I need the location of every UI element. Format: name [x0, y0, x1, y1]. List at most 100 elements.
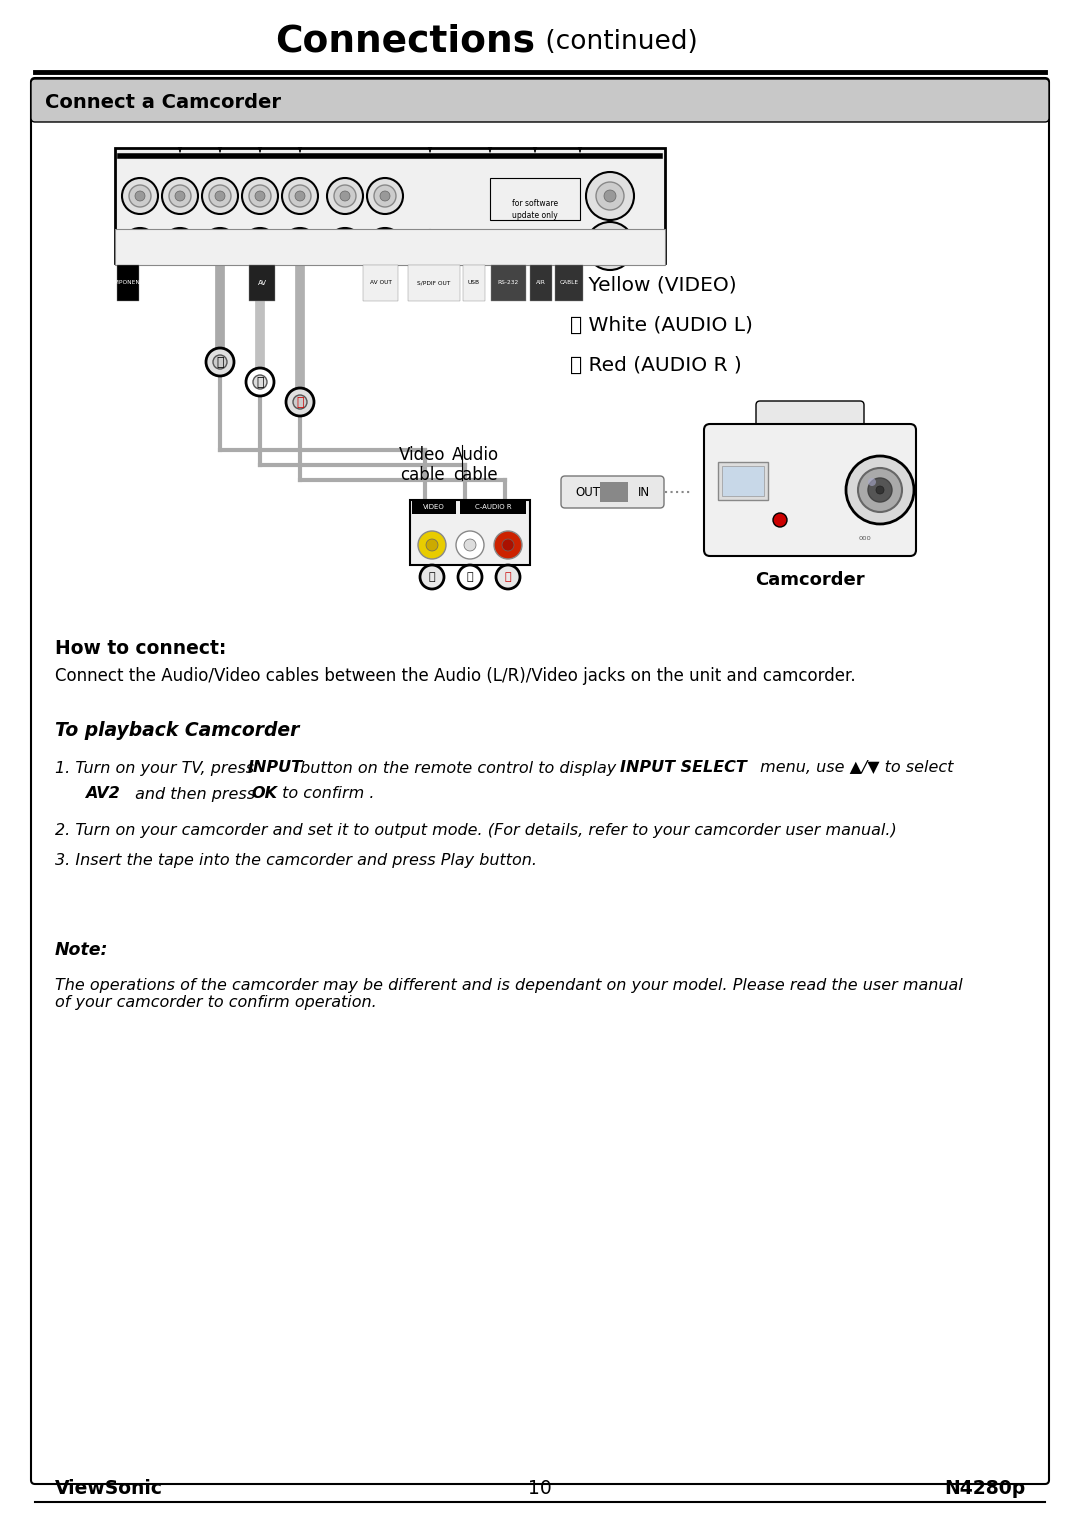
Text: ⓨ: ⓨ — [429, 573, 435, 582]
Circle shape — [210, 185, 231, 208]
Circle shape — [135, 241, 145, 250]
Text: Ⓡ: Ⓡ — [296, 395, 303, 409]
Text: To playback Camcorder: To playback Camcorder — [55, 721, 299, 739]
Circle shape — [428, 244, 432, 247]
Circle shape — [327, 179, 363, 214]
Bar — [363, 266, 399, 301]
Text: AV OUT: AV OUT — [369, 281, 391, 286]
Circle shape — [334, 185, 356, 208]
Bar — [490, 179, 580, 220]
Text: L-AUDIO-R  S-VIDEO: L-AUDIO-R S-VIDEO — [303, 235, 352, 240]
Text: ViewSonic: ViewSonic — [55, 1478, 163, 1498]
Bar — [555, 266, 583, 301]
Bar — [488, 234, 510, 258]
Bar — [491, 266, 526, 301]
Circle shape — [773, 513, 787, 527]
Text: AIR: AIR — [536, 281, 545, 286]
Circle shape — [255, 241, 265, 250]
Text: to confirm .: to confirm . — [276, 786, 375, 802]
Circle shape — [175, 191, 185, 202]
Circle shape — [494, 531, 522, 559]
Circle shape — [596, 182, 624, 211]
Circle shape — [286, 388, 314, 415]
Circle shape — [868, 478, 876, 486]
Text: menu, use ▲/▼ to select: menu, use ▲/▼ to select — [755, 760, 954, 776]
Text: AV: AV — [255, 235, 264, 240]
Circle shape — [215, 241, 225, 250]
Circle shape — [340, 191, 350, 202]
Circle shape — [423, 240, 427, 243]
Text: ⓨ: ⓨ — [216, 356, 224, 368]
Bar — [114, 231, 133, 258]
Circle shape — [162, 179, 198, 214]
Circle shape — [426, 539, 438, 551]
Text: OK: OK — [251, 786, 276, 802]
Circle shape — [129, 185, 151, 208]
Circle shape — [380, 241, 390, 250]
Circle shape — [246, 368, 274, 395]
FancyBboxPatch shape — [561, 476, 664, 508]
Circle shape — [586, 173, 634, 220]
Text: update only: update only — [512, 211, 558, 220]
FancyBboxPatch shape — [31, 79, 1049, 122]
Circle shape — [876, 486, 885, 495]
Circle shape — [242, 179, 278, 214]
Bar — [530, 266, 552, 301]
Circle shape — [202, 228, 238, 264]
Bar — [460, 499, 526, 515]
Circle shape — [380, 191, 390, 202]
Text: RS-232: RS-232 — [498, 281, 519, 286]
Text: and then press: and then press — [130, 786, 260, 802]
Text: The operations of the camcorder may be different and is dependant on your model.: The operations of the camcorder may be d… — [55, 977, 962, 1011]
Circle shape — [327, 228, 363, 264]
Bar — [114, 229, 665, 266]
Circle shape — [289, 185, 311, 208]
Bar — [114, 231, 133, 244]
Circle shape — [135, 191, 145, 202]
Circle shape — [456, 531, 484, 559]
Circle shape — [249, 185, 271, 208]
Text: ⓩ: ⓩ — [467, 573, 473, 582]
Bar — [600, 483, 627, 502]
Text: button on the remote control to display: button on the remote control to display — [295, 760, 621, 776]
Text: ooo: ooo — [859, 534, 872, 541]
Circle shape — [295, 241, 305, 250]
Circle shape — [175, 241, 185, 250]
Text: OUT: OUT — [575, 486, 600, 498]
Text: Camcorder: Camcorder — [755, 571, 865, 589]
Circle shape — [868, 478, 892, 502]
Bar — [117, 266, 139, 301]
Text: AV: AV — [286, 235, 294, 240]
Circle shape — [433, 249, 437, 253]
Circle shape — [215, 191, 225, 202]
Text: VIDEO: VIDEO — [423, 504, 445, 510]
Circle shape — [162, 228, 198, 264]
FancyBboxPatch shape — [704, 425, 916, 556]
Circle shape — [460, 241, 470, 250]
Circle shape — [458, 565, 482, 589]
Bar — [522, 234, 567, 258]
Text: IN: IN — [638, 486, 650, 498]
Text: 1: 1 — [122, 261, 126, 267]
Circle shape — [122, 228, 158, 264]
Circle shape — [295, 191, 305, 202]
Circle shape — [418, 531, 446, 559]
Circle shape — [374, 185, 396, 208]
Text: Video
cable: Video cable — [399, 446, 445, 484]
Bar — [723, 466, 764, 496]
Circle shape — [249, 235, 271, 257]
Text: Ⓡ: Ⓡ — [504, 573, 511, 582]
Text: N4280p: N4280p — [944, 1478, 1025, 1498]
Bar — [408, 266, 460, 301]
Text: ⓨ Yellow (VIDEO): ⓨ Yellow (VIDEO) — [570, 275, 737, 295]
Circle shape — [455, 237, 475, 257]
Text: Connect the Audio/Video cables between the Audio (L/R)/Video jacks on the unit a: Connect the Audio/Video cables between t… — [55, 667, 855, 686]
Text: USB: USB — [468, 281, 480, 286]
Circle shape — [289, 235, 311, 257]
Circle shape — [586, 221, 634, 270]
Text: R-AUDIO-L: R-AUDIO-L — [204, 235, 232, 240]
Circle shape — [596, 232, 624, 260]
Bar — [275, 231, 305, 244]
Circle shape — [464, 539, 476, 551]
Text: COMPONENT IN: COMPONENT IN — [138, 235, 188, 240]
